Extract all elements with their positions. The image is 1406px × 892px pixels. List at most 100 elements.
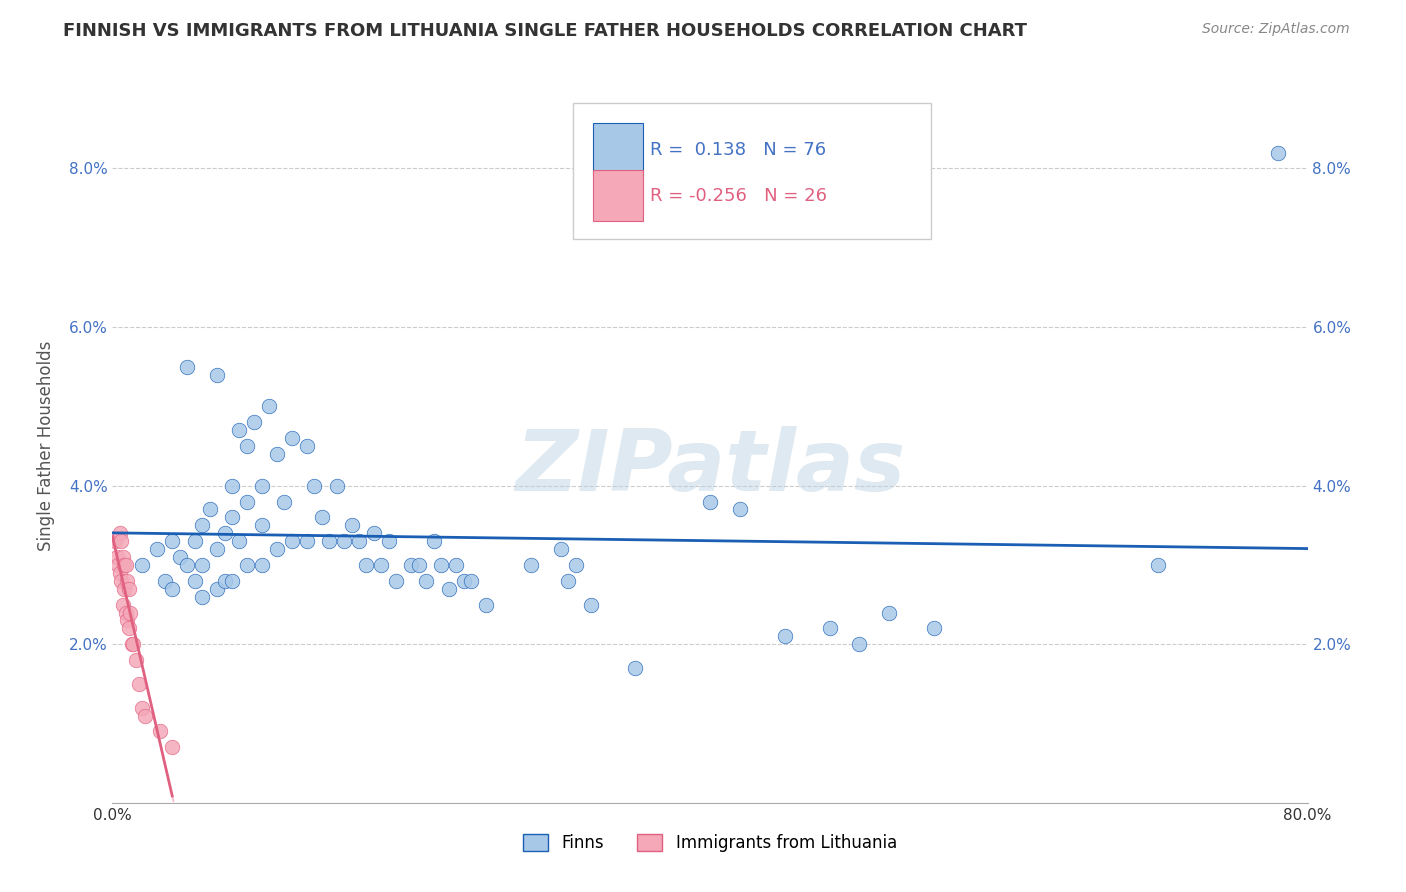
- Point: [370, 558, 392, 572]
- Text: Source: ZipAtlas.com: Source: ZipAtlas.com: [1202, 22, 1350, 37]
- Point: [250, 558, 273, 572]
- Point: [250, 478, 273, 492]
- Point: [818, 621, 841, 635]
- Point: [110, 574, 132, 588]
- Point: [108, 566, 131, 580]
- Point: [520, 558, 543, 572]
- Point: [115, 606, 138, 620]
- Point: [110, 534, 132, 549]
- Point: [183, 534, 205, 549]
- Point: [922, 621, 945, 635]
- FancyBboxPatch shape: [572, 103, 931, 239]
- Point: [773, 629, 796, 643]
- Point: [1267, 145, 1289, 160]
- Point: [579, 598, 602, 612]
- Point: [848, 637, 870, 651]
- Point: [117, 614, 139, 628]
- Point: [430, 558, 453, 572]
- Point: [214, 526, 236, 541]
- Text: ZIPatlas: ZIPatlas: [515, 425, 905, 509]
- Point: [134, 708, 156, 723]
- Point: [378, 534, 401, 549]
- Point: [131, 700, 153, 714]
- Point: [259, 400, 281, 414]
- Point: [162, 740, 183, 755]
- FancyBboxPatch shape: [593, 169, 643, 221]
- Point: [114, 558, 135, 572]
- Point: [146, 542, 169, 557]
- Y-axis label: Single Father Households: Single Father Households: [37, 341, 55, 551]
- Point: [228, 423, 250, 437]
- Point: [128, 677, 150, 691]
- Point: [236, 439, 259, 453]
- Point: [295, 439, 318, 453]
- Point: [243, 415, 266, 429]
- FancyBboxPatch shape: [593, 123, 643, 175]
- Point: [318, 534, 340, 549]
- Point: [728, 502, 751, 516]
- Point: [118, 582, 141, 596]
- Point: [122, 637, 145, 651]
- Point: [115, 558, 138, 572]
- Point: [191, 590, 214, 604]
- Point: [205, 542, 228, 557]
- Point: [183, 574, 205, 588]
- Point: [221, 574, 243, 588]
- Point: [444, 558, 467, 572]
- Point: [624, 661, 647, 675]
- Point: [415, 574, 437, 588]
- Point: [453, 574, 475, 588]
- Point: [281, 534, 304, 549]
- Point: [198, 502, 221, 516]
- Point: [191, 558, 214, 572]
- Text: R =  0.138   N = 76: R = 0.138 N = 76: [651, 141, 827, 159]
- Point: [105, 549, 128, 564]
- Point: [385, 574, 408, 588]
- Point: [221, 478, 243, 492]
- Point: [121, 637, 143, 651]
- Point: [108, 526, 131, 541]
- Point: [356, 558, 378, 572]
- Point: [460, 574, 482, 588]
- Point: [111, 549, 134, 564]
- Point: [311, 510, 333, 524]
- Point: [422, 534, 444, 549]
- Point: [149, 724, 172, 739]
- Point: [475, 598, 498, 612]
- Point: [340, 518, 363, 533]
- Point: [176, 359, 198, 374]
- Point: [162, 582, 183, 596]
- Point: [437, 582, 460, 596]
- Point: [699, 494, 721, 508]
- Point: [266, 447, 288, 461]
- Point: [236, 558, 259, 572]
- Point: [104, 534, 127, 549]
- Point: [162, 534, 183, 549]
- Point: [550, 542, 572, 557]
- Point: [347, 534, 370, 549]
- Point: [205, 368, 228, 382]
- Point: [281, 431, 304, 445]
- Point: [205, 582, 228, 596]
- Point: [191, 518, 214, 533]
- Point: [117, 574, 139, 588]
- Point: [879, 606, 901, 620]
- Point: [401, 558, 423, 572]
- Point: [228, 534, 250, 549]
- Point: [564, 558, 586, 572]
- Point: [125, 653, 148, 667]
- Point: [120, 606, 142, 620]
- Point: [302, 478, 325, 492]
- Point: [111, 598, 134, 612]
- Point: [333, 534, 356, 549]
- Text: R = -0.256   N = 26: R = -0.256 N = 26: [651, 187, 827, 205]
- Point: [295, 534, 318, 549]
- Point: [169, 549, 191, 564]
- Point: [114, 582, 135, 596]
- Point: [118, 621, 141, 635]
- Point: [557, 574, 579, 588]
- Point: [408, 558, 430, 572]
- Point: [131, 558, 153, 572]
- Point: [214, 574, 236, 588]
- Point: [236, 494, 259, 508]
